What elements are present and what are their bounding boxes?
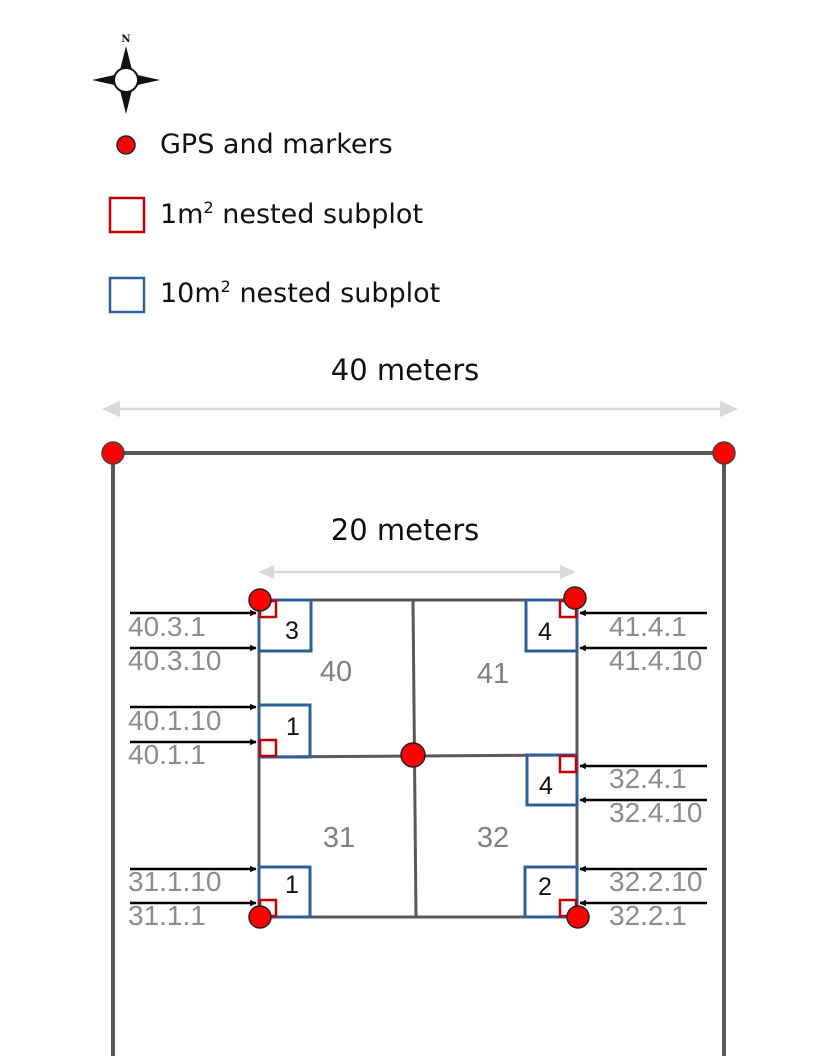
subplot-number-32-4: 4 xyxy=(539,772,553,800)
legend-gps-marker-icon xyxy=(116,135,136,155)
subplot-id-40-3-10: 40.3.10 xyxy=(128,645,221,676)
subplot-id-40-1-1: 40.1.1 xyxy=(128,739,206,770)
subplot-10m-32-4 xyxy=(525,753,579,807)
gps-marker-inner-se xyxy=(566,905,590,929)
legend: GPS and markers 1m2 nested subplot 10m2 … xyxy=(108,129,440,314)
subplot-number-32-2: 2 xyxy=(538,873,552,901)
subplot-id-32-2-1: 32.2.1 xyxy=(609,900,687,931)
subplot-id-40-1-10: 40.1.10 xyxy=(128,705,221,736)
subplot-id-31-1-10: 31.1.10 xyxy=(128,866,221,897)
plot-number-40: 40 xyxy=(320,656,352,688)
inner-dimension-label: 20 meters xyxy=(331,513,479,547)
subplot-id-40-3-1: 40.3.1 xyxy=(128,611,206,642)
subplot-10m-32-2 xyxy=(523,865,579,919)
compass-north-label: N xyxy=(121,34,130,45)
subplot-number-40-1: 1 xyxy=(286,713,300,741)
subplot-10m-31-1 xyxy=(257,865,312,919)
gps-marker-inner-nw xyxy=(248,588,272,612)
subplot-id-32-2-10: 32.2.10 xyxy=(609,866,702,897)
subplot-1m-32-4 xyxy=(558,754,578,774)
inner-dimension-arrow xyxy=(258,565,576,579)
subplot-1m-40-1 xyxy=(258,738,278,758)
subplot-number-31-1: 1 xyxy=(285,871,299,899)
legend-1m-square-icon xyxy=(108,196,146,234)
plot-number-41: 41 xyxy=(477,658,509,690)
gps-marker-outer-ne xyxy=(712,441,736,465)
subplot-id-32-4-1: 32.4.1 xyxy=(609,763,687,794)
subplot-id-32-4-10: 32.4.10 xyxy=(609,797,702,828)
gps-marker-center xyxy=(400,742,426,768)
outer-dimension-arrow xyxy=(102,401,738,417)
subplot-id-31-1-1: 31.1.1 xyxy=(128,900,206,931)
outer-dimension-label: 40 meters xyxy=(331,353,479,387)
legend-10m-square-icon xyxy=(108,276,146,314)
gps-marker-inner-ne xyxy=(563,586,587,610)
legend-gps-label: GPS and markers xyxy=(160,129,393,160)
subplot-10m-40-3 xyxy=(257,598,313,653)
gps-marker-inner-sw xyxy=(248,905,272,929)
right-pointer-arrows xyxy=(579,609,707,907)
subplot-10m-41-4 xyxy=(524,598,579,653)
compass-icon: N xyxy=(92,34,160,114)
plot-number-31: 31 xyxy=(323,822,355,854)
legend-10m-label: 10m2 nested subplot xyxy=(160,277,440,309)
plot-number-32: 32 xyxy=(477,822,509,854)
outer-plot-boundary xyxy=(111,451,726,1056)
subplot-id-41-4-10: 41.4.10 xyxy=(609,645,702,676)
gps-marker-outer-nw xyxy=(101,441,125,465)
subplot-number-41-4: 4 xyxy=(538,618,552,646)
left-pointer-arrows xyxy=(130,609,257,907)
subplot-number-40-3: 3 xyxy=(285,617,299,645)
subplot-id-41-4-1: 41.4.1 xyxy=(609,611,687,642)
subplot-10m-40-1 xyxy=(257,703,312,759)
legend-1m-label: 1m2 nested subplot xyxy=(160,198,423,230)
